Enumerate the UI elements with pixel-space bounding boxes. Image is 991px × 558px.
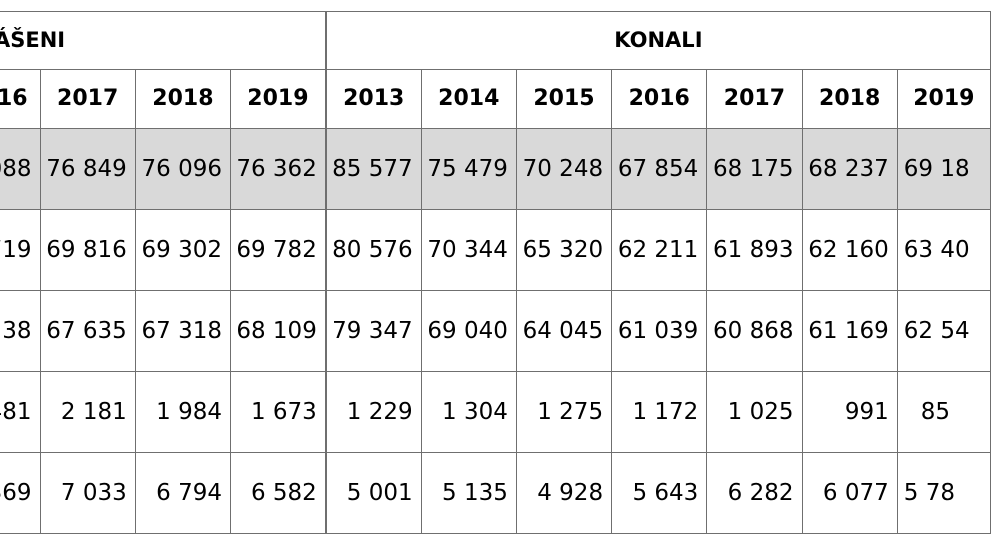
table-cell: 6 582 [229, 452, 327, 534]
statistics-table-container: ÁŠENI KONALI 16 2017 2018 2019 2013 2014… [0, 11, 991, 534]
table-cell: 69 816 [39, 209, 136, 291]
table-cell: 1 025 [706, 371, 803, 453]
table-cell: 088 [0, 128, 41, 210]
year-header-cell: 2013 [324, 69, 422, 129]
year-header-cell: 2019 [229, 69, 327, 129]
table-row: 088 76 849 76 096 76 362 85 577 75 479 7… [0, 128, 991, 210]
table-cell: 80 576 [324, 209, 422, 291]
table-cell: 65 320 [515, 209, 613, 291]
table-cell: 69 782 [229, 209, 327, 291]
table-cell: 62 54 [896, 290, 991, 372]
table-cell: 6 077 [801, 452, 898, 534]
table-cell: 61 039 [611, 290, 708, 372]
table-row: 481 2 181 1 984 1 673 1 229 1 304 1 275 … [0, 371, 991, 453]
table-cell: 5 001 [324, 452, 422, 534]
table-cell: 70 344 [420, 209, 517, 291]
table-cell: 67 854 [611, 128, 708, 210]
year-header-cell: 2018 [801, 69, 898, 129]
table-cell: 70 248 [515, 128, 613, 210]
table-cell: 63 40 [896, 209, 991, 291]
table-cell: 79 347 [324, 290, 422, 372]
year-header-cell: 2014 [420, 69, 517, 129]
table-cell: 1 229 [324, 371, 422, 453]
table-cell: 1 673 [229, 371, 327, 453]
table-cell: 2 181 [39, 371, 136, 453]
table-cell: 60 868 [706, 290, 803, 372]
table-cell: 76 096 [134, 128, 232, 210]
table-cell: 238 [0, 290, 41, 372]
table-cell: 69 18 [896, 128, 991, 210]
table-cell: 62 211 [611, 209, 708, 291]
group-header-row: ÁŠENI KONALI [0, 11, 991, 70]
table-cell: 62 160 [801, 209, 898, 291]
statistics-table: ÁŠENI KONALI 16 2017 2018 2019 2013 2014… [0, 11, 991, 534]
table-cell: 68 175 [706, 128, 803, 210]
year-header-cell: 2015 [515, 69, 613, 129]
table-cell: 61 169 [801, 290, 898, 372]
table-cell: 6 794 [134, 452, 232, 534]
table-cell: 61 893 [706, 209, 803, 291]
year-header-cell: 2017 [39, 69, 136, 129]
table-cell: 69 040 [420, 290, 517, 372]
table-cell: 76 849 [39, 128, 136, 210]
table-cell: 67 318 [134, 290, 232, 372]
table-cell: 1 172 [611, 371, 708, 453]
year-header-cell: 16 [0, 69, 41, 129]
group-header-konali: KONALI [324, 11, 991, 70]
table-row: 719 69 816 69 302 69 782 80 576 70 344 6… [0, 209, 991, 291]
year-header-cell: 2016 [611, 69, 708, 129]
table-cell: 85 577 [324, 128, 422, 210]
table-cell: 5 643 [611, 452, 708, 534]
table-cell: 6 282 [706, 452, 803, 534]
table-cell: 64 045 [515, 290, 613, 372]
table-row: 369 7 033 6 794 6 582 5 001 5 135 4 928 … [0, 452, 991, 534]
table-cell: 1 275 [515, 371, 613, 453]
table-cell: 68 109 [229, 290, 327, 372]
table-cell: 69 302 [134, 209, 232, 291]
table-cell: 369 [0, 452, 41, 534]
table-cell: 76 362 [229, 128, 327, 210]
table-cell: 1 984 [134, 371, 232, 453]
year-header-cell: 2017 [706, 69, 803, 129]
table-row: 238 67 635 67 318 68 109 79 347 69 040 6… [0, 290, 991, 372]
table-cell: 991 [801, 371, 898, 453]
table-cell: 1 304 [420, 371, 517, 453]
table-cell: 85 [896, 371, 991, 453]
year-header-cell: 2019 [896, 69, 991, 129]
table-cell: 481 [0, 371, 41, 453]
year-header-cell: 2018 [134, 69, 232, 129]
table-cell: 719 [0, 209, 41, 291]
table-cell: 5 78 [896, 452, 991, 534]
table-cell: 5 135 [420, 452, 517, 534]
table-cell: 67 635 [39, 290, 136, 372]
table-cell: 68 237 [801, 128, 898, 210]
group-header-prijaveni: ÁŠENI [0, 11, 327, 70]
table-cell: 7 033 [39, 452, 136, 534]
table-cell: 75 479 [420, 128, 517, 210]
year-header-row: 16 2017 2018 2019 2013 2014 2015 2016 20… [0, 69, 991, 129]
table-cell: 4 928 [515, 452, 613, 534]
